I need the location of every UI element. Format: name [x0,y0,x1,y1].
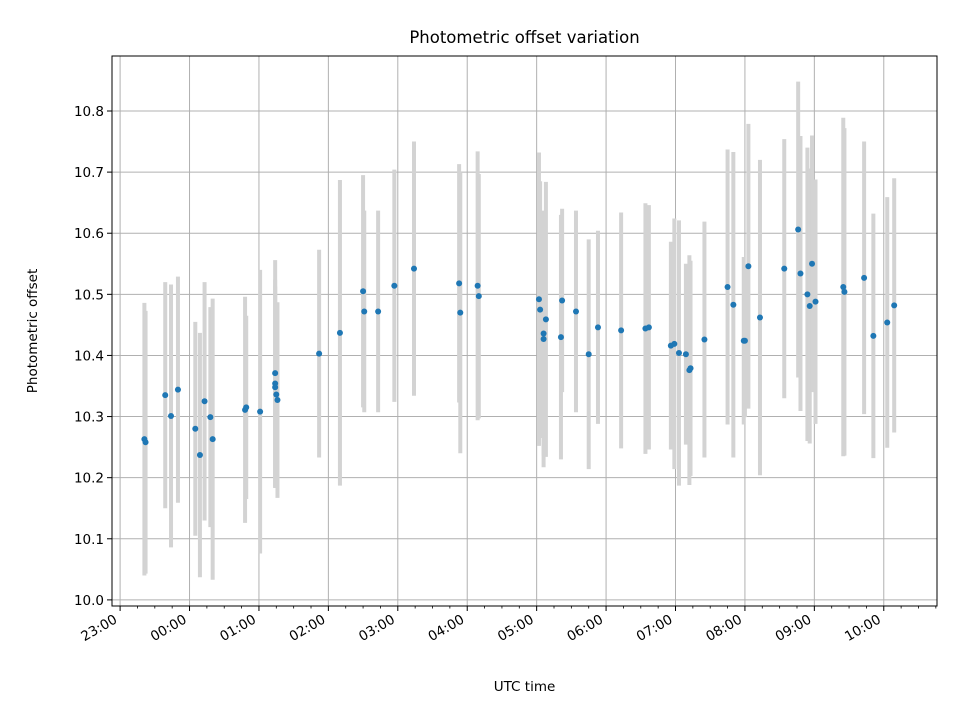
data-point [201,398,208,405]
data-point [540,330,547,337]
data-point [274,397,281,404]
data-point [745,263,752,270]
x-tick-label: 07:00 [634,612,676,645]
data-point [361,308,368,315]
data-point [542,316,549,323]
y-axis-label: Photometric offset [25,269,41,393]
x-tick-label: 23:00 [78,612,120,645]
grid [112,56,937,606]
data-point [682,351,689,358]
data-point [741,337,748,344]
data-point [618,327,625,334]
data-point [475,293,482,300]
data-point [540,335,547,342]
data-point [209,436,216,443]
plot-frame [111,55,938,607]
x-tick-label: 09:00 [773,612,815,645]
data-point [797,270,804,277]
x-tick-label: 00:00 [148,612,190,645]
error-bars [142,81,897,580]
y-tick-label: 10.0 [74,593,104,609]
data-point [841,288,848,295]
y-tick-label: 10.5 [74,287,104,303]
x-tick-label: 04:00 [426,612,468,645]
y-tick-label: 10.1 [74,532,104,548]
data-point [870,332,877,339]
data-point [174,386,181,393]
data-point [207,414,214,421]
x-tick-label: 03:00 [356,612,398,645]
data-point [687,365,694,372]
data-point [316,350,323,357]
y-tick-label: 10.8 [74,104,104,120]
x-tick-label: 01:00 [217,612,259,645]
data-point [804,291,811,298]
data-point [840,284,847,290]
data-point [559,297,566,304]
data-point [585,351,592,358]
data-point [272,384,279,391]
data-point [243,404,250,411]
data-points [141,226,898,459]
data-point [168,412,175,419]
data-point [557,334,564,341]
data-point [724,284,731,290]
x-tick-label: 06:00 [564,612,606,645]
data-point [273,391,280,398]
x-tick-label: 10:00 [842,612,884,645]
data-point [861,274,868,281]
data-point [795,226,802,233]
data-point [457,309,464,316]
data-point [756,314,763,321]
data-point [781,265,788,272]
data-point [360,288,367,295]
data-point [701,336,708,343]
data-point [671,340,678,347]
data-point [812,298,819,305]
x-tick-label: 08:00 [703,612,745,645]
y-tick-label: 10.4 [74,348,104,364]
data-point [391,282,398,289]
data-point [809,260,816,267]
x-axis: 23:00 00:00 01:00 02:00 03:00 04:00 05:00 06:00… [78,606,937,645]
x-axis-label: UTC time [494,679,556,695]
data-point [730,301,737,308]
data-point [806,302,813,309]
data-point [257,408,264,415]
data-point [594,324,601,331]
data-point [336,329,343,336]
y-axis: 10.0 10.1 10.2 10.3 10.4 10.5 10.6 10.7 10.8 [74,104,112,609]
y-tick-label: 10.3 [74,410,104,426]
data-point [535,296,542,303]
data-point [456,280,463,287]
data-point [891,302,898,309]
y-tick-label: 10.7 [74,165,104,181]
data-point [142,439,149,446]
data-point [272,370,279,377]
data-point [196,452,203,459]
x-tick-label: 02:00 [287,612,329,645]
data-point [162,392,169,399]
data-point [645,324,652,331]
chart-title: Photometric offset variation [409,28,639,47]
data-point [474,282,481,289]
data-point [884,319,891,326]
y-tick-label: 10.2 [74,471,104,487]
data-point [572,308,579,315]
data-point [375,308,382,315]
y-tick-label: 10.6 [74,226,104,242]
data-point [675,350,682,356]
data-point [410,265,417,272]
data-point [192,425,199,432]
data-point [537,306,544,313]
x-tick-label: 05:00 [495,612,537,645]
